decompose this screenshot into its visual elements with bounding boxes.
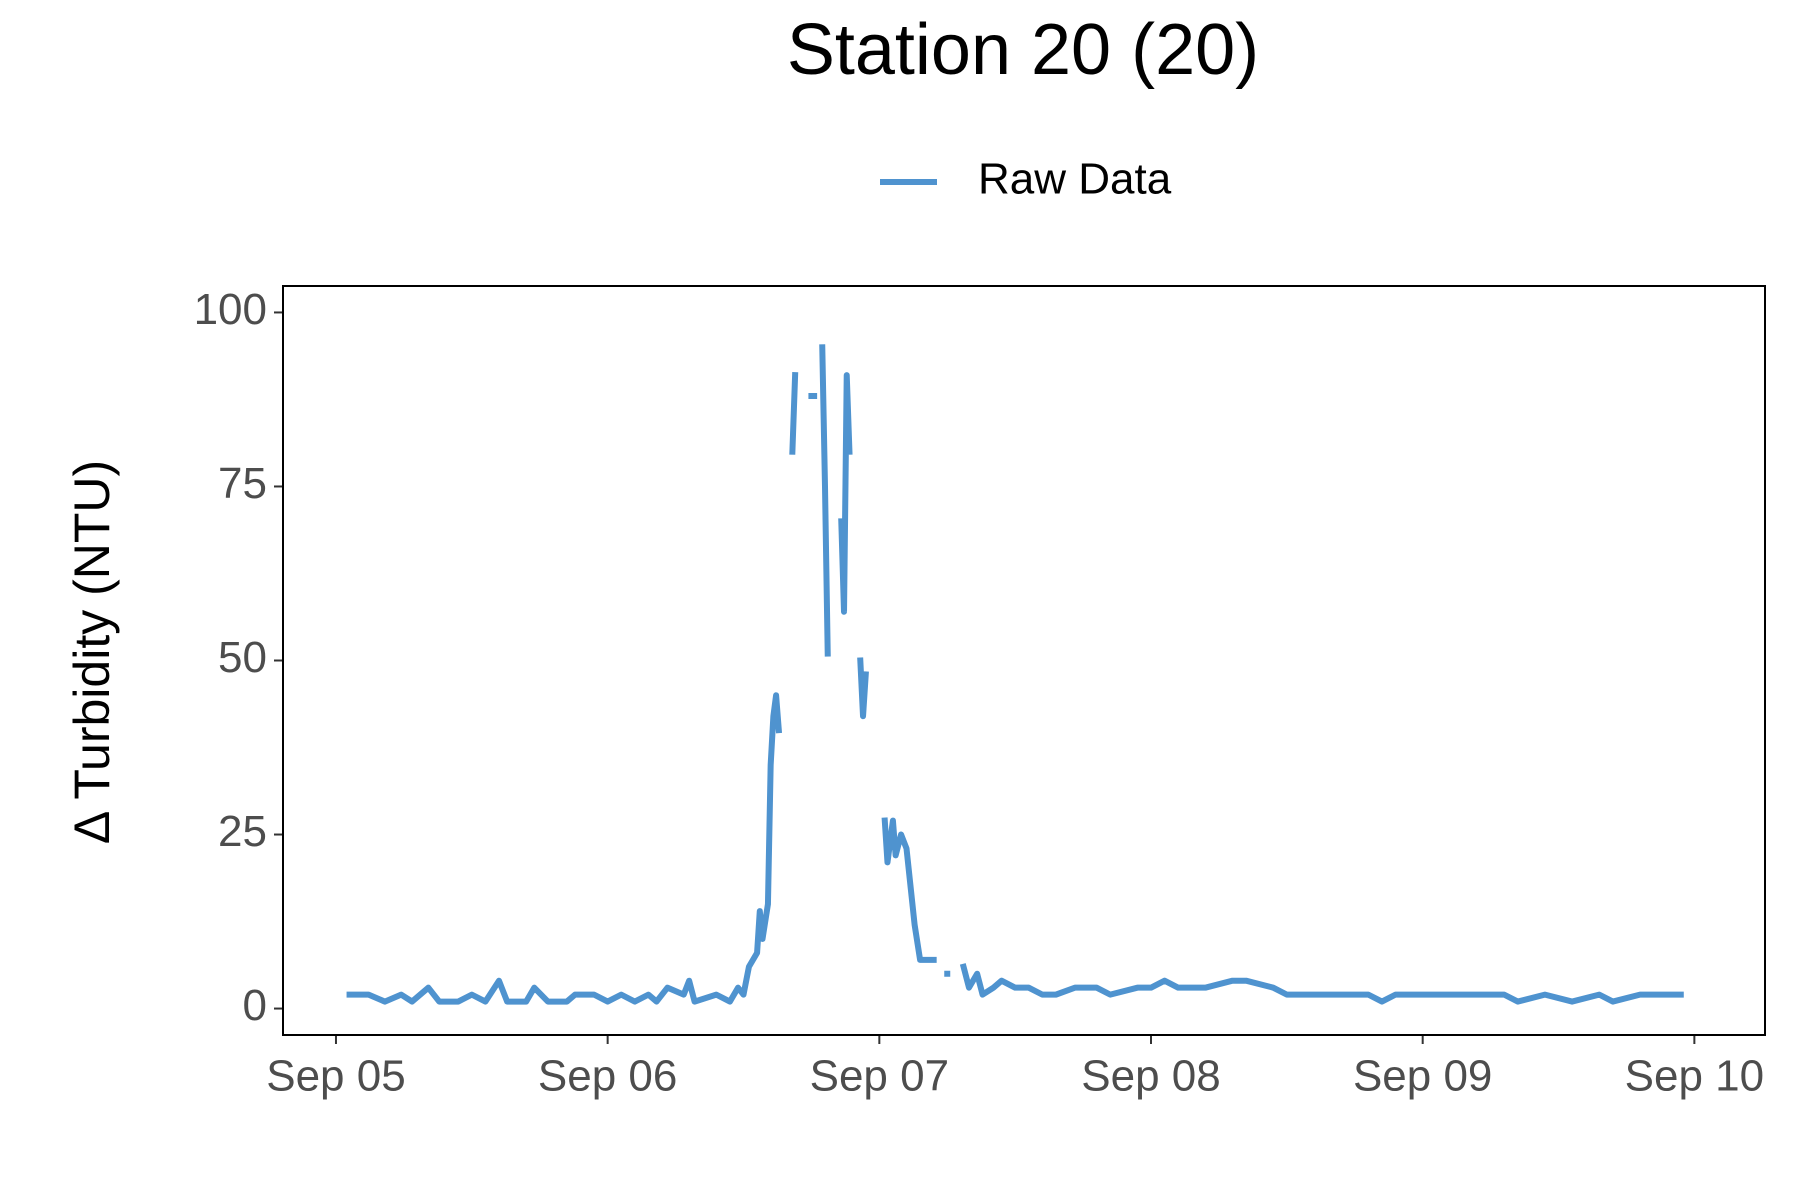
x-tick-label: Sep 10: [1625, 1052, 1764, 1101]
plot-frame: [282, 285, 1766, 1036]
y-tick-label: 25: [218, 807, 267, 856]
y-tick-label: 75: [218, 459, 267, 508]
chart-title: Station 20 (20): [787, 10, 1259, 90]
y-tick-label: 0: [243, 981, 267, 1030]
x-tick-label: Sep 09: [1353, 1052, 1492, 1101]
legend-label: Raw Data: [978, 155, 1172, 204]
x-tick-label: Sep 05: [266, 1052, 405, 1101]
y-tick-label: 50: [218, 633, 267, 682]
y-axis-label: Δ Turbidity (NTU): [64, 460, 120, 844]
x-tick-label: Sep 06: [538, 1052, 677, 1101]
y-tick-label: 100: [194, 285, 267, 334]
x-tick-label: Sep 08: [1081, 1052, 1220, 1101]
x-tick-label: Sep 07: [810, 1052, 949, 1101]
data-line: [346, 344, 1684, 1005]
